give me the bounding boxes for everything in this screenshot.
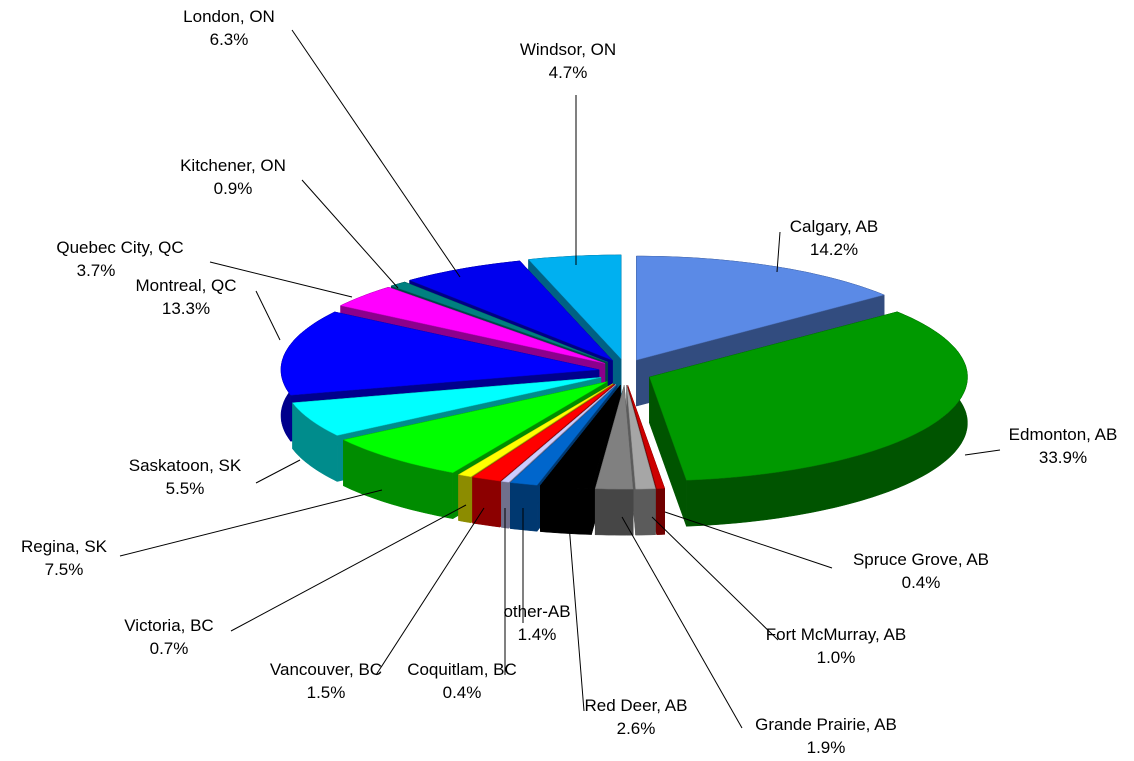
- slice: [649, 311, 968, 481]
- leader-line: [209, 261, 353, 298]
- slice-wall: [540, 485, 592, 535]
- leader-line: [255, 290, 281, 341]
- slice: [626, 385, 656, 490]
- slice-label: Grande Prairie, AB: [755, 715, 897, 734]
- leader-line: [664, 511, 833, 569]
- leader-line: [776, 231, 781, 273]
- slice: [408, 260, 613, 361]
- slice-label: Kitchener, ON: [180, 156, 286, 175]
- slice-value-label: 5.5%: [166, 479, 205, 498]
- slice-value-label: 3.7%: [77, 261, 116, 280]
- slice-value-label: 1.0%: [817, 648, 856, 667]
- slice-value-label: 1.9%: [807, 738, 846, 757]
- slice-label: Saskatoon, SK: [129, 456, 242, 475]
- slice-value-label: 0.4%: [443, 683, 482, 702]
- leader-line: [230, 504, 467, 632]
- slice: [280, 311, 600, 396]
- slice: [594, 385, 634, 490]
- slice-label: Quebec City, QC: [56, 238, 183, 257]
- slice-value-label: 1.4%: [518, 625, 557, 644]
- slice-label: Spruce Grove, AB: [853, 550, 989, 569]
- slice-label: Red Deer, AB: [584, 696, 687, 715]
- slice-value-label: 0.7%: [150, 639, 189, 658]
- slice-label: Fort McMurray, AB: [766, 625, 906, 644]
- slice-label: Regina, SK: [21, 537, 108, 556]
- leader-line: [255, 459, 301, 484]
- slice: [342, 381, 608, 473]
- leader-line: [291, 29, 461, 278]
- leader-line: [621, 516, 743, 729]
- slice: [539, 384, 621, 489]
- slice: [527, 254, 622, 360]
- slice-label: Edmonton, AB: [1009, 425, 1118, 444]
- slice-label: Victoria, BC: [124, 616, 213, 635]
- slice-label: Vancouver, BC: [270, 660, 382, 679]
- slice: [291, 377, 601, 436]
- slice-value-label: 13.3%: [162, 299, 210, 318]
- slice-wall: [635, 488, 656, 536]
- leader-line: [119, 489, 383, 557]
- slice-value-label: 7.5%: [45, 560, 84, 579]
- slice: [627, 385, 666, 489]
- leader-line: [375, 507, 485, 676]
- slice-value-label: 0.4%: [902, 573, 941, 592]
- slice-wall: [510, 482, 538, 532]
- pie: [280, 254, 968, 536]
- slice: [636, 255, 885, 361]
- leader-line: [301, 179, 399, 289]
- slice-wall: [594, 488, 634, 536]
- labels: Calgary, AB 14.2% Edmonton, AB 33.9% Spruce …: [21, 7, 1117, 757]
- slice-label: other-AB: [503, 602, 570, 621]
- slice-value-label: 14.2%: [810, 240, 858, 259]
- slice-value-label: 33.9%: [1039, 448, 1087, 467]
- slice-wall: [458, 474, 472, 524]
- slice-label: Coquitlam, BC: [407, 660, 517, 679]
- slice: [339, 286, 605, 364]
- leader-line: [964, 449, 1001, 456]
- leader-line: [567, 511, 585, 712]
- slice-value-label: 0.9%: [214, 179, 253, 198]
- slice-label: Montreal, QC: [135, 276, 236, 295]
- slice: [500, 384, 616, 483]
- slice-label: Windsor, ON: [520, 40, 616, 59]
- slice: [471, 383, 615, 482]
- slice: [457, 383, 613, 478]
- slice-value-label: 1.5%: [307, 683, 346, 702]
- slice-value-label: 2.6%: [617, 719, 656, 738]
- slice: [509, 384, 618, 486]
- slice-value-label: 6.3%: [210, 30, 249, 49]
- slice-label: Calgary, AB: [790, 217, 879, 236]
- leader-line: [651, 516, 779, 641]
- slice: [390, 281, 608, 363]
- slice-value-label: 4.7%: [549, 63, 588, 82]
- slice-label: London, ON: [183, 7, 275, 26]
